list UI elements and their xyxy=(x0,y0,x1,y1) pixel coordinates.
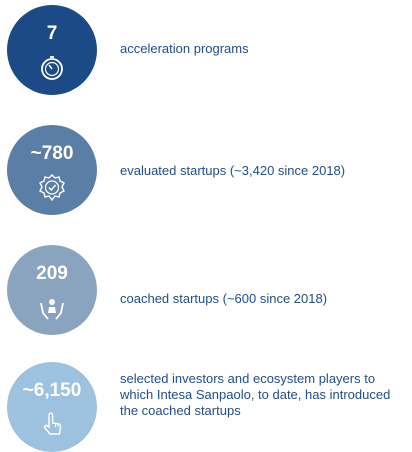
stat-description: coached startups (~600 since 2018) xyxy=(120,291,328,306)
stat-circle: 7 xyxy=(7,5,97,95)
pointing-hand-icon xyxy=(43,412,62,435)
badge-check-icon xyxy=(39,174,65,202)
stat-value: ~780 xyxy=(30,143,74,164)
stat-value: ~6,150 xyxy=(22,380,82,401)
stat-circle: 209 xyxy=(7,245,97,335)
stat-circle: ~6,150 xyxy=(7,362,97,452)
stat-circle: ~780 xyxy=(7,125,97,215)
stat-value: 7 xyxy=(46,23,58,44)
stat-value: 209 xyxy=(36,263,68,284)
hands-person-icon xyxy=(40,299,64,320)
stat-description: evaluated startups (~3,420 since 2018) xyxy=(120,163,346,178)
stopwatch-icon xyxy=(41,56,63,80)
stat-description: selected investors and ecosystem players… xyxy=(120,371,391,418)
stat-description: acceleration programs xyxy=(120,41,249,56)
